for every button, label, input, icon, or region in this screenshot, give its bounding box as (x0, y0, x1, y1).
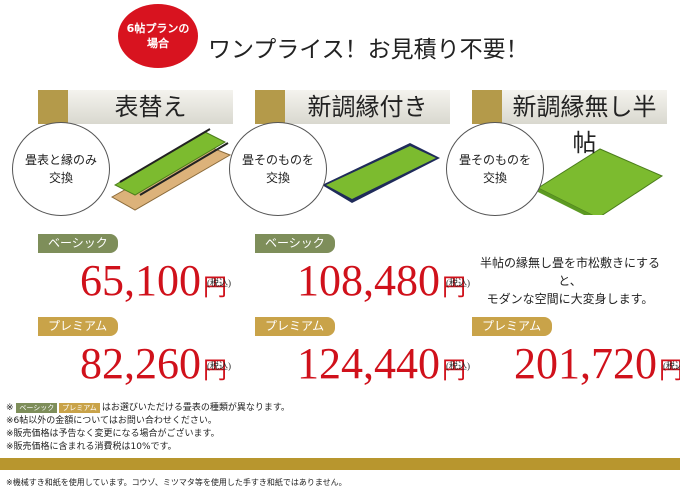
notes: ※ ベーシック プレミアム はお選びいただける畳表の種類が異なります。 ※6帖以外の… (6, 402, 290, 454)
title: ワンプライス！お見積り不要！ (208, 37, 529, 62)
tier-label: ベーシック (38, 234, 118, 253)
plan-name: 表替え (114, 95, 187, 121)
price-value: 65,100 (80, 256, 201, 305)
tatami-illustrations (110, 128, 664, 215)
bubble-line: 交換 (265, 171, 290, 185)
header-square (255, 90, 285, 124)
tax-note: (税込) (663, 361, 680, 371)
description-line: モダンな空間に大変身します。 (486, 292, 654, 306)
price-unit: 円 (203, 358, 227, 384)
note: ※6帖以外の金額についてはお問い合わせください。 (6, 416, 217, 426)
price-value: 201,720 (514, 339, 657, 388)
note: ※ ベーシック プレミアム はお選びいただける畳表の種類が異なります。 (6, 402, 290, 415)
price-unit: 円 (659, 358, 680, 384)
note: ※販売価格は予告なく変更になる場合がございます。 (6, 429, 220, 439)
footer: ※機械すき和紙を使用しています。コウゾ、ミツマタ等を使用した手すき和紙ではありま… (6, 478, 347, 487)
plan-header: 表替え (38, 90, 233, 124)
bubble: 畳そのものを 交換 (229, 122, 327, 216)
price: 65,100円 (税込) (80, 256, 231, 310)
note-mark: ※ (6, 403, 14, 413)
header-square (38, 90, 68, 124)
tier-label: プレミアム (255, 317, 335, 336)
header-square (472, 90, 502, 124)
bubble-line: 畳そのものを (458, 153, 531, 167)
price-unit: 円 (442, 358, 466, 384)
plan-header: 新調縁付き (255, 90, 450, 124)
plan-name: 新調縁無し半帖 (512, 95, 657, 157)
bubble-line: 畳そのものを (241, 153, 314, 167)
badge-line: 6帖プランの (126, 22, 190, 35)
description-line: 半帖の縁無し畳を市松敷きにすると、 (479, 256, 661, 288)
tax-note: (税込) (446, 278, 470, 288)
badge-line: 場合 (147, 37, 169, 50)
price: 124,440円 (税込) (297, 339, 470, 393)
tax-note: (税込) (207, 361, 231, 371)
plan-badge: 6帖プランの 場合 (118, 4, 198, 68)
tier-label: プレミアム (472, 317, 552, 336)
bubble: 畳そのものを 交換 (446, 122, 544, 216)
tier-label: ベーシック (255, 234, 335, 253)
price-value: 124,440 (297, 339, 440, 388)
plan-name: 新調縁付き (307, 95, 428, 121)
description: 半帖の縁無し畳を市松敷きにすると、 モダンな空間に大変身します。 (475, 254, 665, 308)
bubble-line: 畳表と縁のみ (24, 153, 97, 167)
price: 108,480円 (税込) (297, 256, 470, 310)
bubble-line: 交換 (482, 171, 507, 185)
note: ※販売価格に含まれる消費税は10%です。 (6, 442, 177, 452)
divider (0, 458, 680, 470)
note-text: はお選びいただける畳表の種類が異なります。 (101, 403, 290, 413)
tax-note: (税込) (207, 278, 231, 288)
price-unit: 円 (442, 275, 466, 301)
note-badge: ベーシック (16, 403, 58, 413)
bubble-line: 交換 (48, 171, 73, 185)
price: 201,720円(税込) (514, 342, 680, 393)
note-badge: プレミアム (59, 403, 100, 413)
price-unit: 円 (203, 275, 227, 301)
tier-label: プレミアム (38, 317, 118, 336)
tax-note: (税込) (446, 361, 470, 371)
price: 82,260円 (税込) (80, 339, 231, 393)
bubble: 畳表と縁のみ 交換 (12, 122, 110, 216)
price-value: 108,480 (297, 256, 440, 305)
price-value: 82,260 (80, 339, 201, 388)
plan-header: 新調縁無し半帖 (472, 90, 667, 157)
